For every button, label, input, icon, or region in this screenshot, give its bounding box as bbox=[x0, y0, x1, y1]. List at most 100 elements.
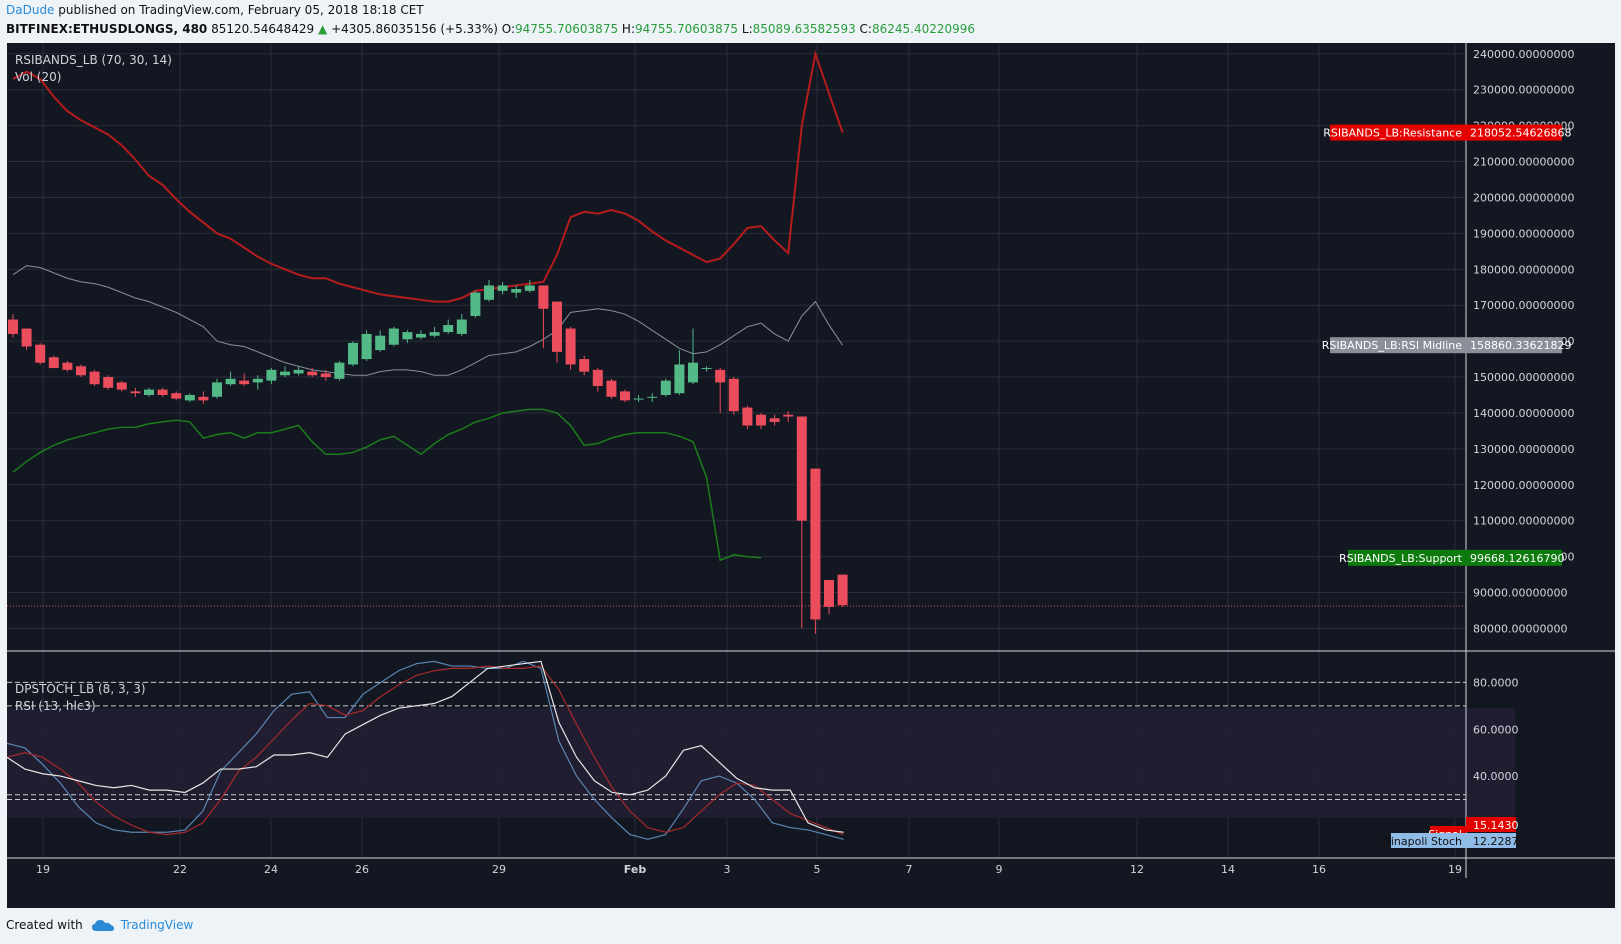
tradingview-link[interactable]: TradingView bbox=[91, 918, 194, 932]
brand-name: TradingView bbox=[120, 918, 194, 932]
symbol-name: BITFINEX:ETHUSDLONGS, 480 bbox=[6, 22, 208, 36]
symbol-info: BITFINEX:ETHUSDLONGS, 480 85120.54648429… bbox=[6, 22, 975, 36]
rsi-midline-series bbox=[12, 265, 844, 376]
candle-body bbox=[62, 362, 73, 370]
candle-body bbox=[796, 416, 807, 521]
candle-body bbox=[756, 414, 766, 426]
midline-label-value: 158860.33621829 bbox=[1470, 339, 1571, 352]
candle-body bbox=[35, 344, 46, 363]
candle-body bbox=[212, 382, 222, 397]
price-tick-label: 230000.00000000 bbox=[1473, 84, 1574, 97]
candle-body bbox=[130, 391, 141, 394]
time-tick-label: 3 bbox=[724, 863, 731, 876]
time-tick-label: 19 bbox=[1448, 863, 1462, 876]
high-value: 94755.70603875 bbox=[635, 22, 739, 36]
price-tick-label: 240000.00000000 bbox=[1473, 48, 1574, 61]
candle-body bbox=[511, 289, 522, 293]
price-tick-label: 120000.00000000 bbox=[1473, 479, 1574, 492]
candle-body bbox=[307, 371, 318, 376]
candle-body bbox=[633, 398, 644, 400]
candle-body bbox=[402, 332, 413, 340]
price-tick-label: 150000.00000000 bbox=[1473, 371, 1574, 384]
price-tick-label: 80000.00000000 bbox=[1473, 622, 1567, 635]
candle-body bbox=[470, 292, 481, 316]
candle-body bbox=[824, 579, 834, 607]
candle-body bbox=[783, 414, 794, 417]
cloud-icon bbox=[91, 920, 114, 931]
stoch-value-bg bbox=[1466, 833, 1516, 848]
author-link[interactable]: DaDude bbox=[6, 3, 55, 17]
candle-body bbox=[280, 371, 290, 376]
price-tick-label: 180000.00000000 bbox=[1473, 263, 1574, 276]
candle-body bbox=[579, 359, 590, 372]
candle-body bbox=[320, 373, 331, 378]
candle-body bbox=[620, 391, 630, 401]
osc-tick-label: 80.0000 bbox=[1473, 676, 1519, 689]
resistance-label-value-bg bbox=[1466, 124, 1562, 141]
time-tick-label: 19 bbox=[36, 863, 50, 876]
low-value: 85089.63582593 bbox=[752, 22, 856, 36]
price-tick-label: 170000.00000000 bbox=[1473, 299, 1574, 312]
candle-body bbox=[252, 378, 263, 383]
candle-body bbox=[89, 371, 100, 385]
candle-body bbox=[334, 362, 345, 379]
time-tick-label: 7 bbox=[906, 863, 913, 876]
time-tick-label: 12 bbox=[1130, 863, 1144, 876]
candle-body bbox=[348, 342, 358, 365]
rsi-series bbox=[6, 660, 844, 833]
candle-body bbox=[266, 369, 277, 381]
price-tick-label: 140000.00000000 bbox=[1473, 407, 1574, 420]
legend-rsi: RSI (13, hlc3) bbox=[15, 699, 96, 713]
candle-body bbox=[116, 382, 127, 390]
last-price: 85120.54648429 bbox=[211, 22, 315, 36]
support-label-value: 99668.12616790 bbox=[1470, 552, 1564, 565]
candle-body bbox=[660, 380, 671, 395]
midline-label-value-bg bbox=[1466, 337, 1562, 354]
osc-zone bbox=[7, 708, 1515, 818]
support-label-name: RSIBANDS_LB:Support bbox=[1339, 552, 1463, 565]
candle-body bbox=[592, 369, 603, 387]
candle-body bbox=[293, 369, 304, 374]
publish-info: DaDude published on TradingView.com, Feb… bbox=[6, 3, 424, 17]
legend-dpstoch: DPSTOCH_LB (8, 3, 3) bbox=[15, 682, 146, 696]
stoch-name-bg bbox=[1391, 833, 1466, 848]
time-tick-label: 14 bbox=[1221, 863, 1235, 876]
signal-value-bg bbox=[1466, 817, 1516, 832]
candle-body bbox=[497, 285, 508, 291]
candle-body bbox=[157, 389, 168, 395]
candle-body bbox=[429, 332, 440, 336]
published-text: published on TradingView.com, February 0… bbox=[58, 3, 424, 17]
resistance-label-name: RSIBANDS_LB:Resistance bbox=[1323, 127, 1462, 140]
resistance-series bbox=[12, 49, 844, 303]
candle-body bbox=[837, 574, 848, 606]
open-label: O: bbox=[501, 22, 516, 36]
time-tick-label: 9 bbox=[996, 863, 1003, 876]
price-tick-label: 190000.00000000 bbox=[1473, 227, 1574, 240]
candle-body bbox=[769, 418, 780, 422]
price-tick-label: 130000.00000000 bbox=[1473, 443, 1574, 456]
close-value: 86245.40220996 bbox=[871, 22, 976, 36]
candle-body bbox=[565, 328, 576, 365]
candle-body bbox=[606, 380, 617, 397]
support-label-value-bg bbox=[1466, 549, 1562, 566]
price-tick-label: 90000.00000000 bbox=[1473, 587, 1567, 600]
high-label: H: bbox=[621, 22, 635, 36]
stoch-value: 12.2287 bbox=[1473, 835, 1519, 848]
candle-body bbox=[388, 328, 399, 345]
time-tick-label: 24 bbox=[264, 863, 278, 876]
midline-label-name: RSIBANDS_LB:RSI Midline bbox=[1322, 339, 1462, 352]
candle-body bbox=[443, 324, 454, 333]
price-tick-label: 200000.00000000 bbox=[1473, 191, 1574, 204]
time-tick-label: 29 bbox=[492, 863, 506, 876]
open-value: 94755.70603875 bbox=[515, 22, 619, 36]
candle-body bbox=[239, 380, 250, 385]
candle-body bbox=[171, 393, 182, 399]
candle-body bbox=[76, 366, 86, 376]
time-tick-label: 26 bbox=[355, 863, 369, 876]
time-tick-label: 5 bbox=[814, 863, 821, 876]
stoch-series bbox=[6, 660, 844, 840]
close-label: C: bbox=[859, 22, 872, 36]
low-label: L: bbox=[741, 22, 753, 36]
time-tick-label: 22 bbox=[173, 863, 187, 876]
